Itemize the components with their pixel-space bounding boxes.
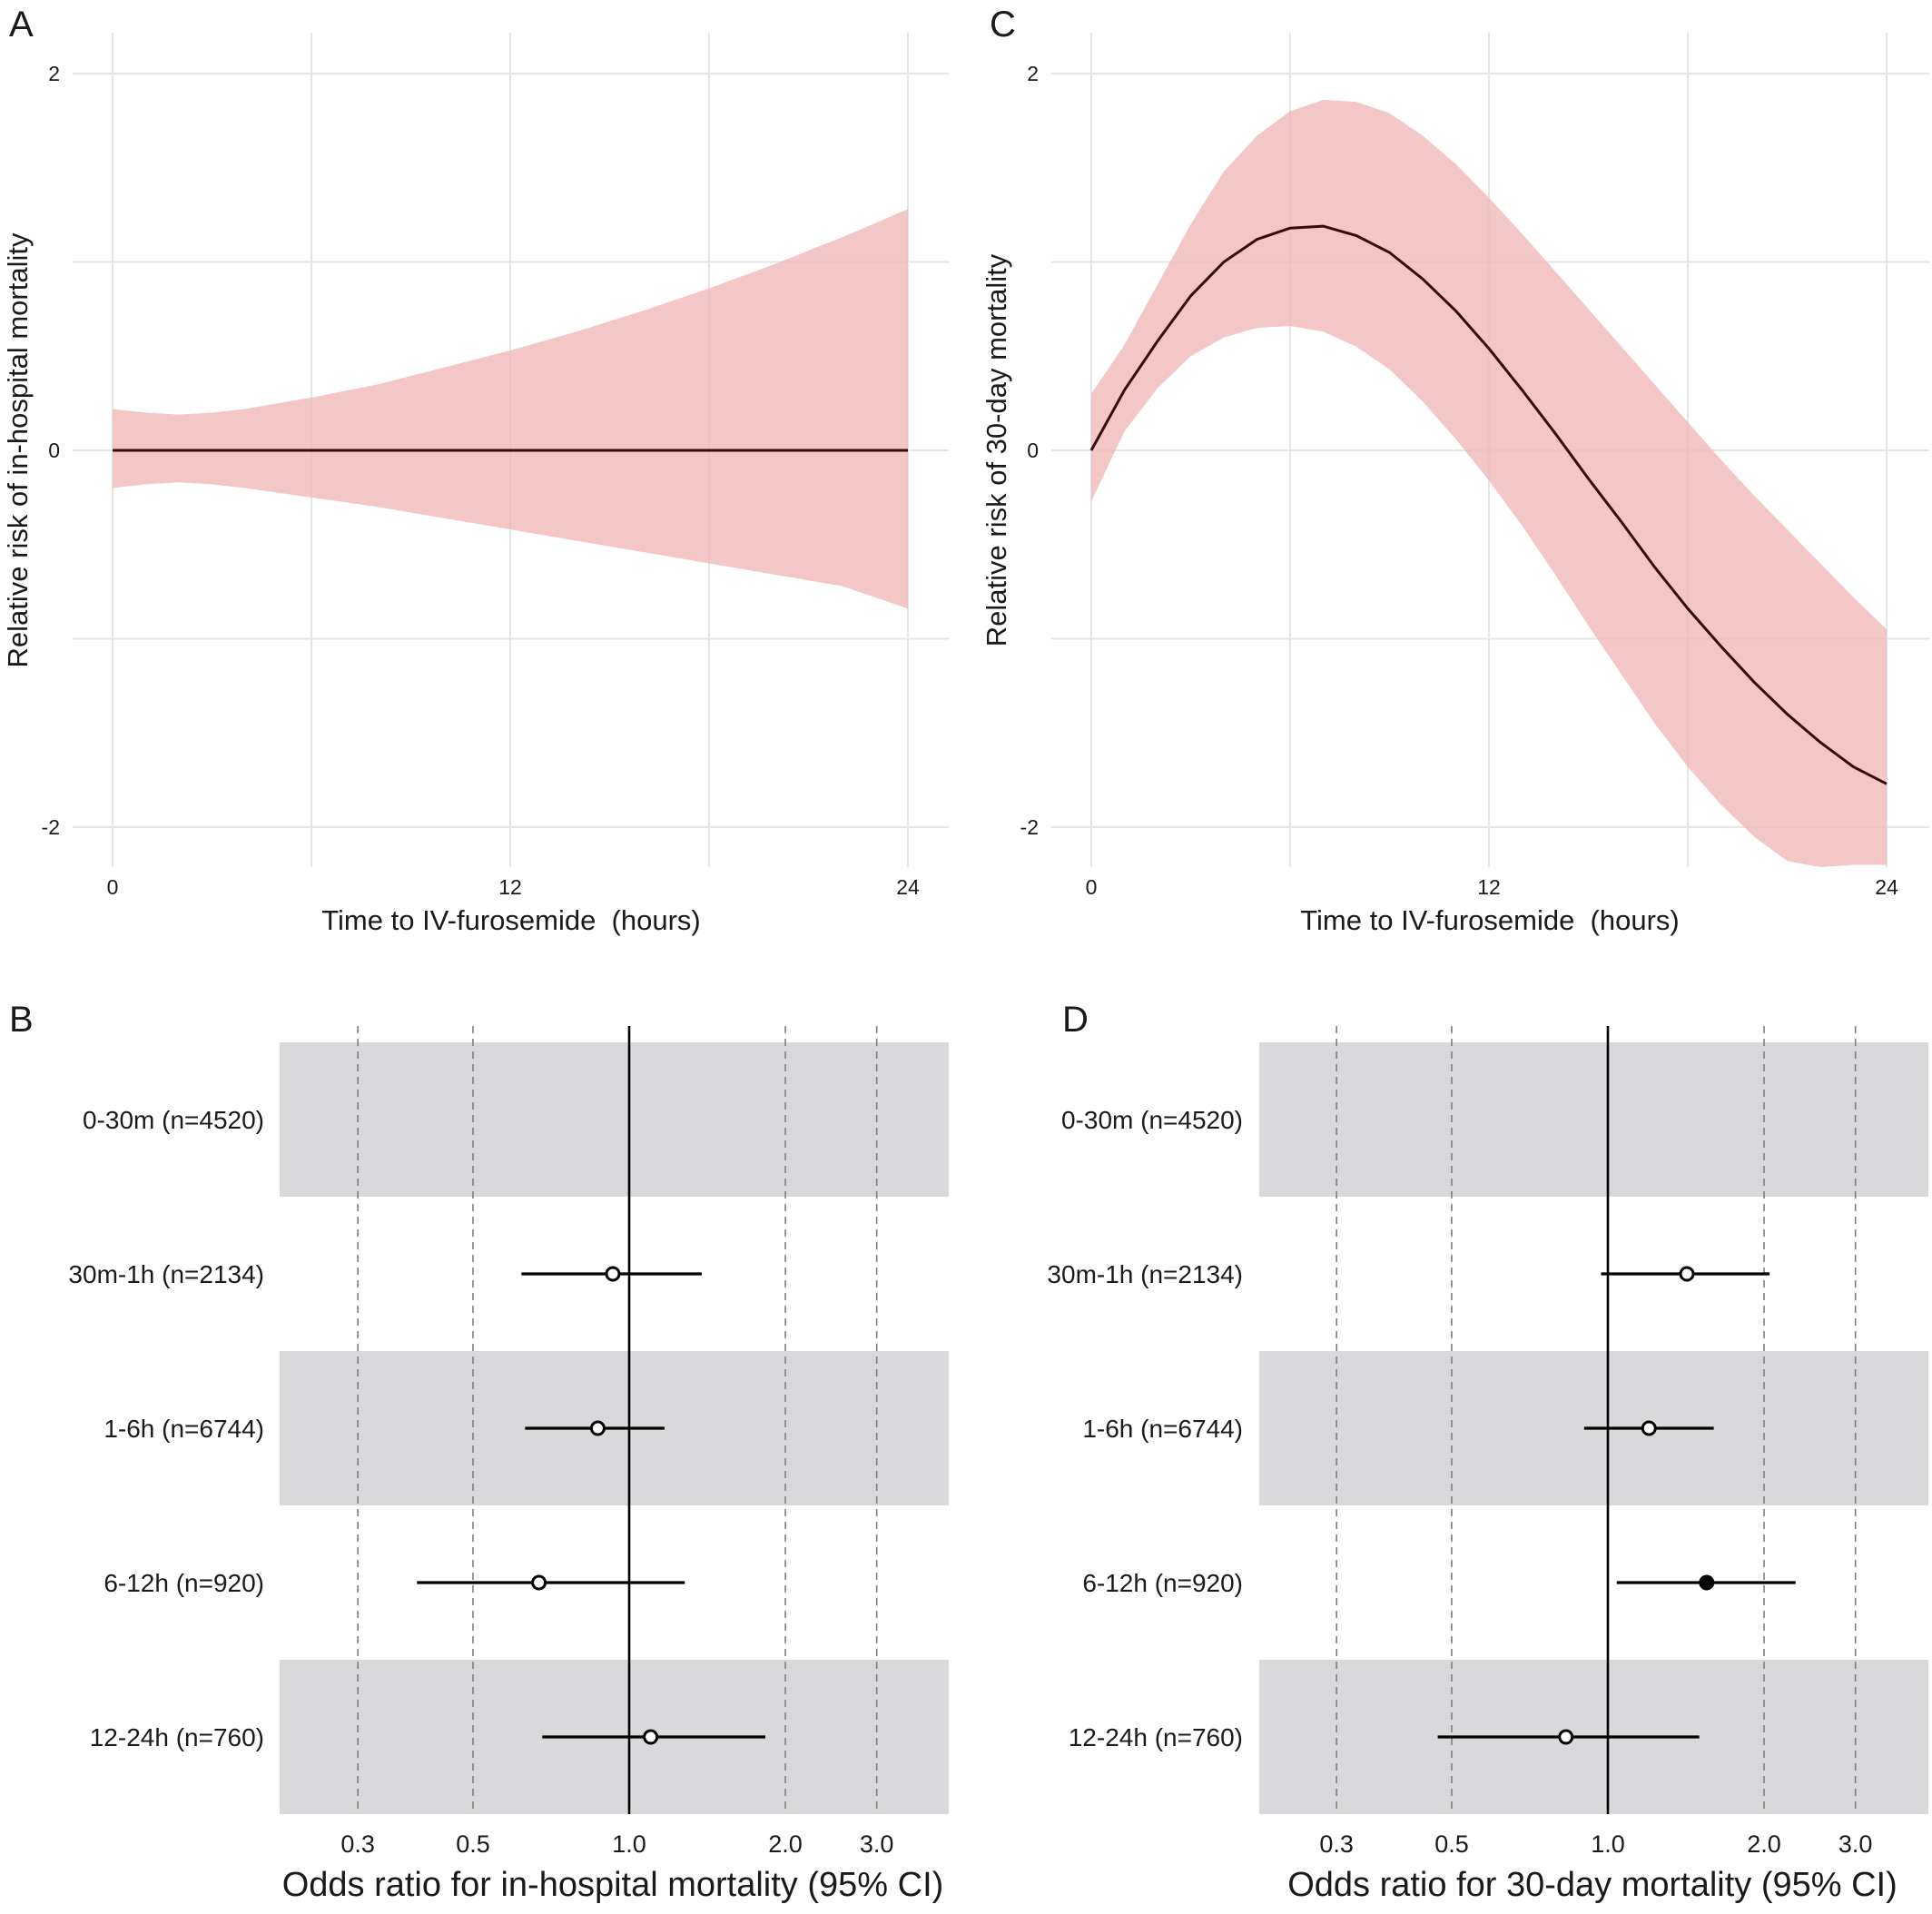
x-tick-label: 0 — [1086, 875, 1098, 899]
y-tick-label: -2 — [42, 815, 60, 839]
panel-letter: D — [1062, 1000, 1089, 1040]
x-tick-label: 2.0 — [768, 1830, 803, 1858]
confidence-band-layer — [113, 209, 908, 609]
x-tick-label: 0.3 — [340, 1830, 375, 1858]
row-label: 0-30m (n=4520) — [1061, 1106, 1243, 1134]
panel-letter: B — [9, 1000, 34, 1040]
point-estimate — [1679, 1266, 1695, 1282]
confidence-band — [113, 209, 908, 609]
panel-letter: C — [990, 5, 1016, 44]
row-labels: 0-30m (n=4520) 30m-1h (n=2134) 1-6h (n=674… — [1047, 1106, 1243, 1751]
panel-letter: A — [9, 5, 34, 44]
point-estimate — [1641, 1420, 1657, 1436]
x-tick-labels: 0 12 24 — [1086, 875, 1898, 899]
x-tick-label: 1.0 — [1591, 1830, 1625, 1858]
point-estimate — [1558, 1729, 1574, 1745]
x-tick-label: 0.5 — [456, 1830, 490, 1858]
row-shade — [280, 1042, 949, 1197]
x-tick-labels: 0.3 0.5 1.0 2.0 3.0 — [340, 1830, 893, 1858]
panel-d: D 0-30m (n=4520) 30m-1h (n=2134) 1-6h (n=6… — [1047, 1000, 1928, 1904]
row-labels: 0-30m (n=4520) 30m-1h (n=2134) 1-6h (n=674… — [68, 1106, 264, 1751]
row-shade — [1259, 1042, 1928, 1197]
x-tick-labels: 0 12 24 — [107, 875, 920, 899]
x-tick-label: 1.0 — [612, 1830, 646, 1858]
x-tick-label: 0 — [107, 875, 119, 899]
panel-a: A 2 0 -2 0 12 24 Time to IV-furosemide (hour… — [2, 5, 949, 936]
panel-c: C 2 0 -2 0 12 24 Time to IV-furosemide (hour… — [981, 5, 1929, 936]
x-tick-label: 0.5 — [1434, 1830, 1469, 1858]
row-label: 0-30m (n=4520) — [83, 1106, 264, 1134]
x-tick-label: 24 — [1875, 875, 1898, 899]
x-axis-title: Time to IV-furosemide (hours) — [1300, 904, 1680, 936]
reference-dashed-lines — [357, 1026, 878, 1814]
y-tick-label: 2 — [48, 62, 60, 85]
x-tick-label: 12 — [498, 875, 522, 899]
confidence-band — [1091, 100, 1887, 867]
row-shading — [280, 1042, 949, 1814]
point-estimate — [643, 1729, 659, 1745]
y-tick-label: 0 — [1027, 439, 1039, 462]
confidence-band-layer — [1091, 100, 1887, 867]
x-tick-label: 0.3 — [1319, 1830, 1354, 1858]
y-tick-labels: 2 0 -2 — [1020, 62, 1039, 839]
x-axis-title: Time to IV-furosemide (hours) — [321, 904, 701, 936]
row-label: 30m-1h (n=2134) — [68, 1260, 264, 1288]
point-estimates — [531, 1266, 659, 1745]
y-axis-title: Relative risk of 30-day mortality — [981, 253, 1012, 646]
y-tick-label: 0 — [48, 439, 60, 462]
x-tick-labels: 0.3 0.5 1.0 2.0 3.0 — [1319, 1830, 1872, 1858]
y-axis-title: Relative risk of in-hospital mortality — [2, 232, 34, 667]
point-estimate — [605, 1266, 621, 1282]
x-axis-title: Odds ratio for in-hospital mortality (95… — [282, 1866, 944, 1904]
x-tick-label: 3.0 — [860, 1830, 894, 1858]
row-label: 12-24h (n=760) — [90, 1723, 264, 1751]
x-tick-label: 12 — [1477, 875, 1501, 899]
row-label: 1-6h (n=6744) — [104, 1415, 264, 1443]
x-tick-label: 3.0 — [1838, 1830, 1873, 1858]
reference-dashed-lines — [1336, 1026, 1857, 1814]
row-label: 1-6h (n=6744) — [1082, 1415, 1243, 1443]
row-label: 6-12h (n=920) — [1082, 1569, 1243, 1597]
row-label: 6-12h (n=920) — [104, 1569, 264, 1597]
fitted-curve — [1089, 224, 1888, 785]
point-estimate — [589, 1420, 606, 1436]
panel-b: B 0-30m (n=4520) 30m-1h (n=2134) 1-6h (n=6… — [9, 1000, 949, 1904]
row-label: 12-24h (n=760) — [1069, 1723, 1243, 1751]
fitted-curve-layer — [1089, 224, 1888, 785]
point-estimates — [1558, 1266, 1715, 1745]
row-label: 30m-1h (n=2134) — [1047, 1260, 1243, 1288]
point-estimate — [1699, 1574, 1715, 1591]
x-axis-title: Odds ratio for 30-day mortality (95% CI) — [1287, 1866, 1898, 1904]
x-tick-label: 2.0 — [1747, 1830, 1781, 1858]
point-estimate — [531, 1574, 547, 1591]
y-tick-label: 2 — [1027, 62, 1039, 85]
x-tick-label: 24 — [896, 875, 920, 899]
y-tick-label: -2 — [1020, 815, 1039, 839]
y-tick-labels: 2 0 -2 — [42, 62, 60, 839]
